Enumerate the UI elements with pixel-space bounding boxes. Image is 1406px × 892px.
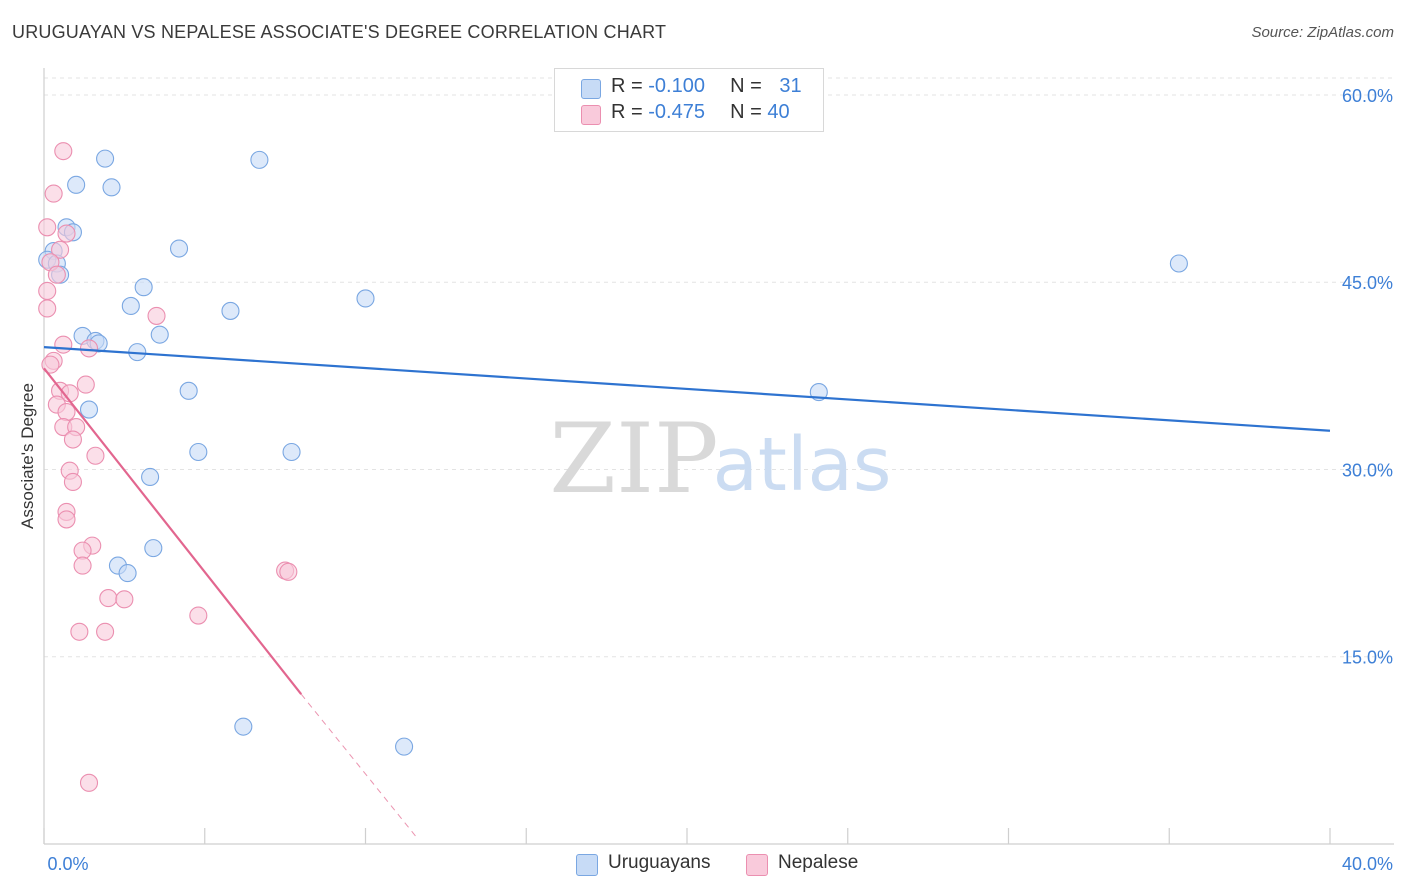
uruguayan-point: [102, 178, 121, 197]
nepalese-swatch: [581, 105, 601, 125]
nepalese-point: [51, 240, 70, 259]
nepalese-point: [41, 355, 60, 374]
watermark-zip: ZIP: [549, 403, 718, 515]
legend-label-uruguayans: Uruguayans: [608, 852, 711, 873]
uruguayan-point: [79, 400, 99, 419]
uruguayan-point: [67, 175, 86, 194]
uruguayan-point: [118, 564, 137, 583]
uruguayan-point: [356, 289, 375, 308]
y-tick-label: 15.0%: [1342, 648, 1393, 668]
uruguayan-point: [1169, 254, 1188, 273]
source-label: Source: ZipAtlas.com: [1251, 24, 1394, 41]
nepalese-point: [115, 590, 134, 609]
nepalese-point: [63, 430, 82, 449]
uruguayan-point: [221, 301, 240, 320]
nepalese-point: [47, 265, 66, 284]
nepalese-point: [279, 562, 298, 581]
nepalese-point: [54, 335, 73, 354]
nepalese-point: [189, 606, 208, 625]
nepalese-swatch: [746, 854, 768, 876]
nepalese-point: [38, 218, 57, 237]
nepalese-point: [57, 510, 76, 529]
stats-legend: R = -0.100 N = 31 R = -0.475 N = 40: [554, 68, 824, 132]
uruguayan-point: [179, 381, 198, 400]
nepalese-trend-line: [43, 367, 303, 695]
uruguayans-swatch: [576, 854, 598, 876]
legend-label-nepalese: Nepalese: [778, 852, 859, 873]
axes: [43, 68, 1394, 845]
n-value: 40: [767, 101, 790, 123]
nepalese-point: [86, 446, 105, 465]
uruguayan-point: [144, 539, 163, 558]
y-tick-label: 60.0%: [1342, 86, 1393, 106]
watermark-atlas: atlas: [713, 422, 892, 508]
uruguayan-point: [395, 737, 414, 756]
y-tick-label: 45.0%: [1342, 273, 1393, 293]
uruguayan-point: [96, 149, 115, 168]
nepalese-point: [73, 556, 92, 575]
nepalese-point: [96, 622, 115, 641]
x-tick-label: 0.0%: [47, 854, 88, 874]
nepalese-point: [99, 589, 118, 608]
nepalese-point: [57, 224, 76, 243]
uruguayan-point: [234, 717, 253, 736]
uruguayan-point: [282, 442, 301, 462]
r-value: -0.475: [648, 101, 705, 123]
n-label: N =: [730, 101, 768, 123]
nepalese-point: [70, 622, 89, 641]
grid-lines: [44, 77, 1394, 658]
tick-labels: 15.0% 30.0% 45.0% 60.0% 0.0% 40.0%: [47, 86, 1393, 874]
uruguayan-point: [150, 325, 169, 344]
chart-title: URUGUAYAN VS NEPALESE ASSOCIATE'S DEGREE…: [12, 22, 667, 42]
n-value: 31: [779, 75, 802, 97]
uruguayan-point: [189, 442, 208, 462]
r-label: R =: [611, 75, 649, 97]
nepalese-point: [44, 184, 63, 203]
uruguayan-trend-line: [43, 346, 1331, 432]
uruguayan-point: [250, 150, 269, 169]
nepalese-point: [63, 472, 82, 492]
nepalese-point: [76, 375, 95, 394]
r-value: -0.100: [648, 75, 705, 97]
trend-lines: [43, 346, 1331, 839]
uruguayan-point: [169, 239, 189, 258]
nepalese-point: [38, 299, 57, 318]
n-label: N =: [730, 75, 768, 97]
uruguayan-point: [134, 278, 153, 297]
y-axis-label: Associate's Degree: [18, 383, 37, 529]
x-tick-label: 40.0%: [1342, 854, 1393, 874]
nepalese-point: [54, 142, 73, 161]
r-label: R =: [611, 101, 649, 123]
data-points: [38, 142, 1188, 792]
y-tick-label: 30.0%: [1342, 460, 1393, 480]
nepalese-point: [38, 281, 57, 301]
nepalese-point: [79, 339, 99, 358]
uruguayan-point: [141, 467, 160, 487]
nepalese-point: [79, 773, 99, 792]
uruguayan-point: [121, 296, 140, 315]
nepalese-trend-extension: [300, 693, 418, 839]
nepalese-point: [147, 306, 166, 325]
uruguayans-swatch: [581, 79, 601, 99]
